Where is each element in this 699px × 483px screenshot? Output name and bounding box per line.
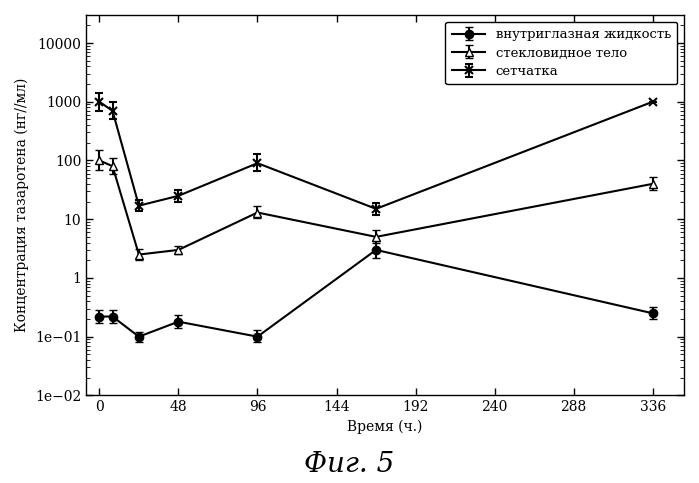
Legend: внутриглазная жидкость, стекловидное тело, сетчатка: внутриглазная жидкость, стекловидное тел…: [445, 22, 677, 85]
X-axis label: Время (ч.): Время (ч.): [347, 420, 423, 434]
Text: Фиг. 5: Фиг. 5: [304, 451, 395, 478]
Y-axis label: Концентрация тазаротена (нг//мл): Концентрация тазаротена (нг//мл): [15, 78, 29, 332]
